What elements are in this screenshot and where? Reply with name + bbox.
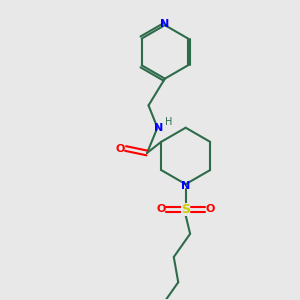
Text: O: O <box>116 143 125 154</box>
Text: O: O <box>206 204 215 214</box>
Text: N: N <box>160 19 170 29</box>
Text: N: N <box>154 123 164 133</box>
Text: H: H <box>165 117 172 128</box>
Text: S: S <box>181 203 190 216</box>
Text: N: N <box>181 181 190 191</box>
Text: O: O <box>157 204 166 214</box>
